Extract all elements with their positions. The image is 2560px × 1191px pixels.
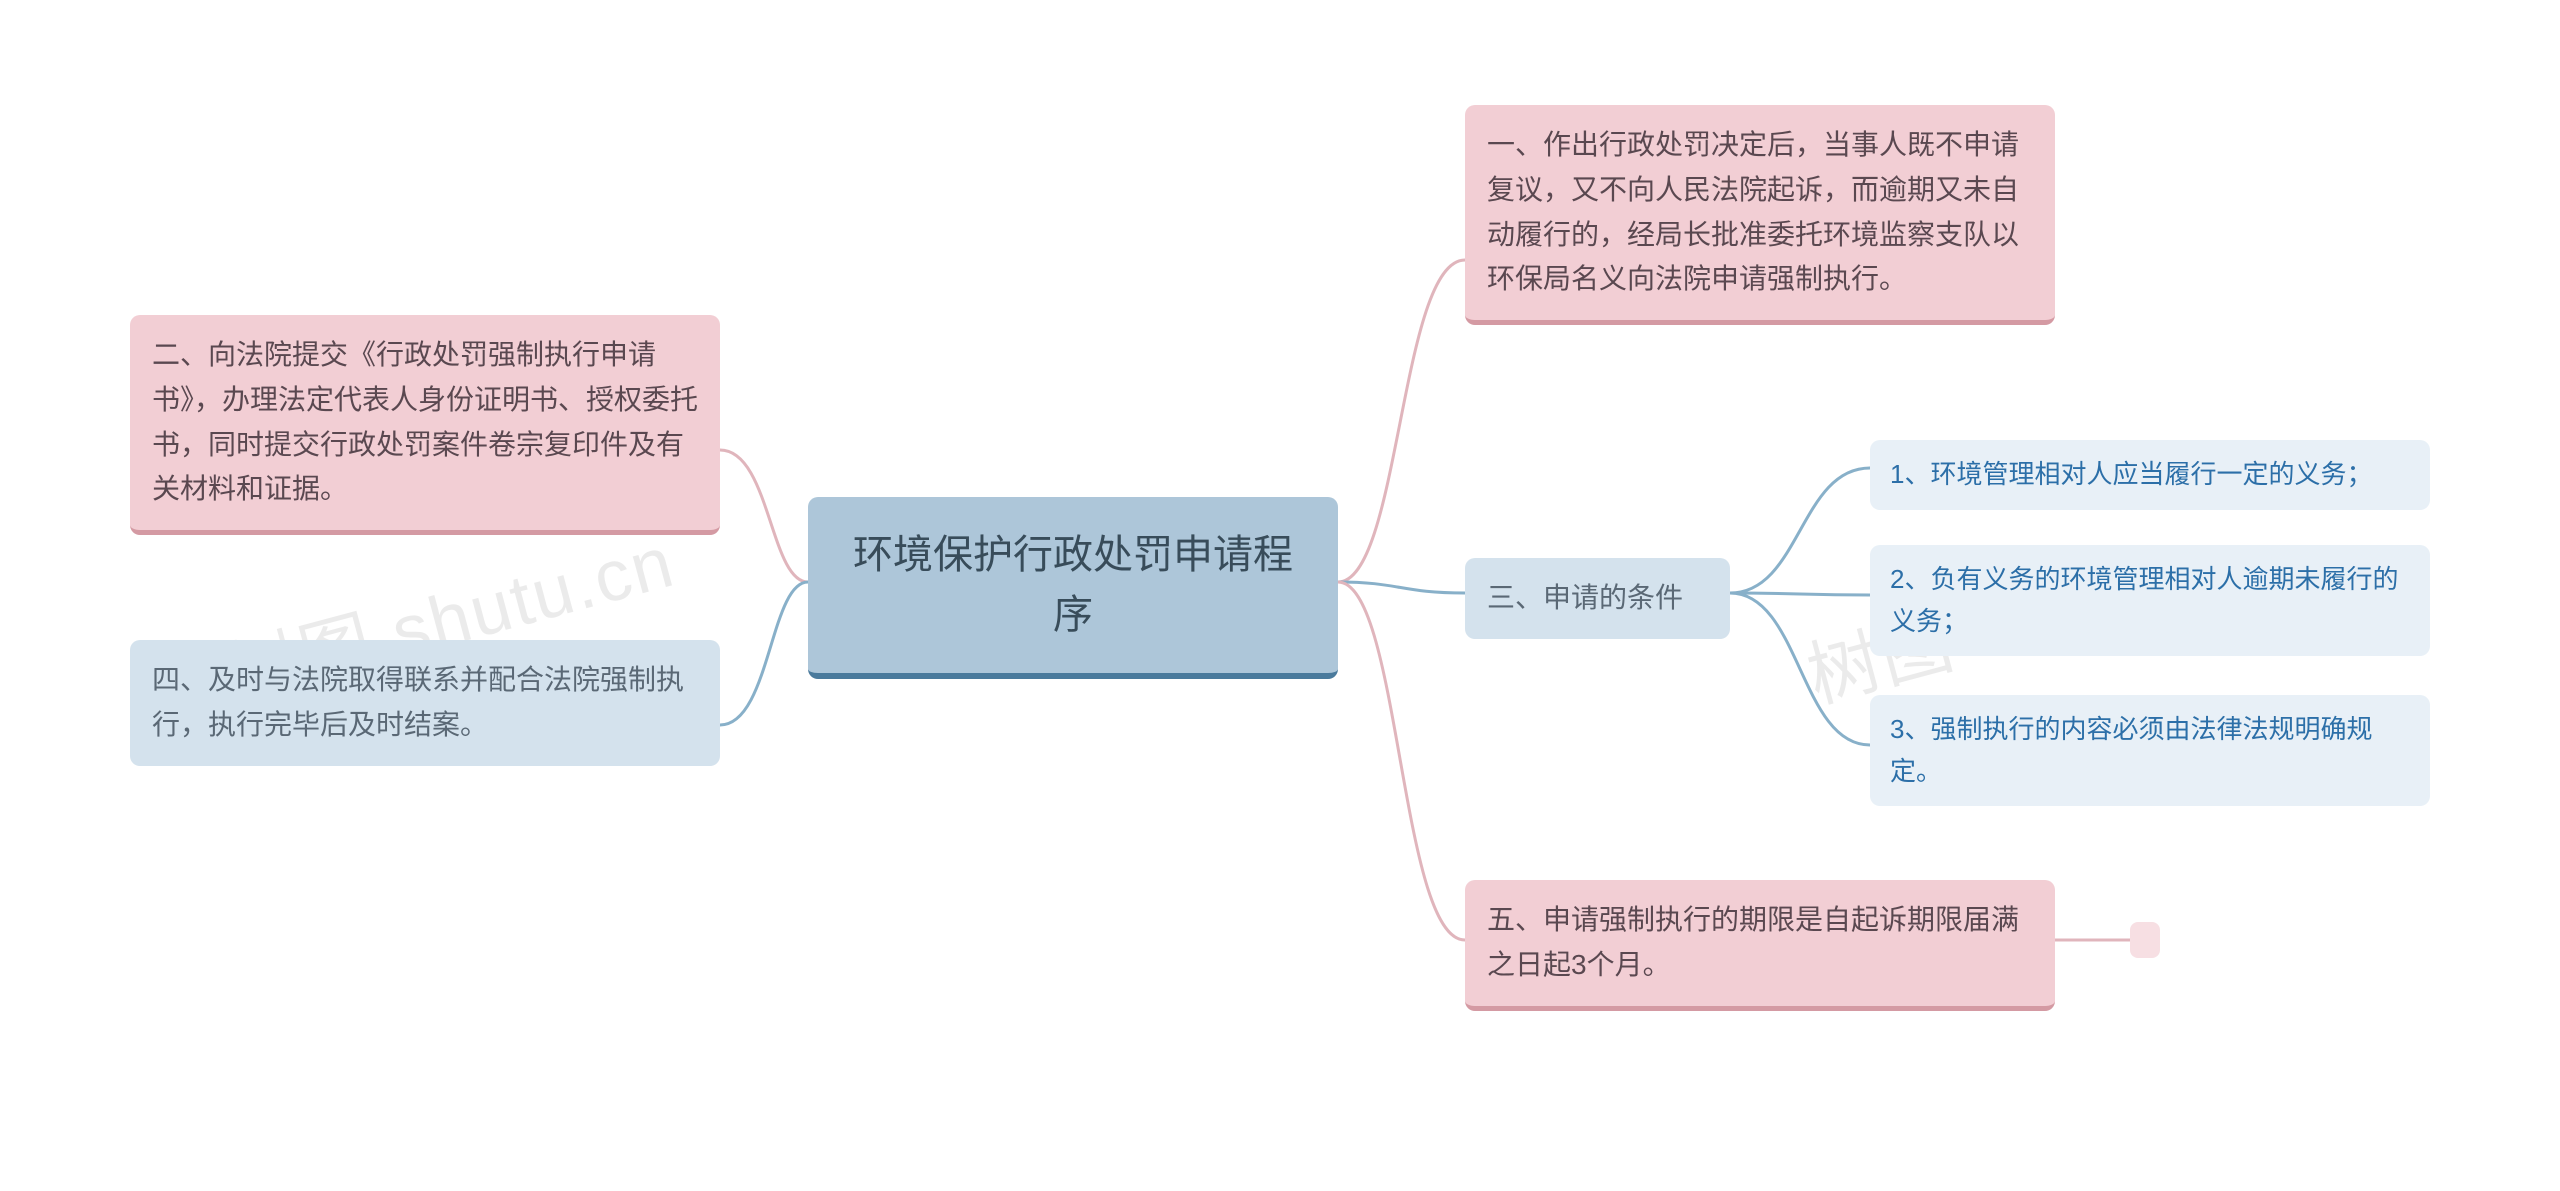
node-item-3[interactable]: 三、申请的条件: [1465, 558, 1730, 639]
node-item-2[interactable]: 二、向法院提交《行政处罚强制执行申请书》，办理法定代表人身份证明书、授权委托书，…: [130, 315, 720, 535]
node-item-3-child-2[interactable]: 2、负有义务的环境管理相对人逾期未履行的义务；: [1870, 545, 2430, 656]
node-item-1[interactable]: 一、作出行政处罚决定后，当事人既不申请复议，又不向人民法院起诉，而逾期又未自动履…: [1465, 105, 2055, 325]
node-stub: [2130, 922, 2160, 958]
node-item-4[interactable]: 四、及时与法院取得联系并配合法院强制执行，执行完毕后及时结案。: [130, 640, 720, 766]
center-node[interactable]: 环境保护行政处罚申请程序: [808, 497, 1338, 679]
node-item-3-child-1[interactable]: 1、环境管理相对人应当履行一定的义务；: [1870, 440, 2430, 510]
node-item-5[interactable]: 五、申请强制执行的期限是自起诉期限届满之日起3个月。: [1465, 880, 2055, 1011]
node-item-3-child-3[interactable]: 3、强制执行的内容必须由法律法规明确规定。: [1870, 695, 2430, 806]
